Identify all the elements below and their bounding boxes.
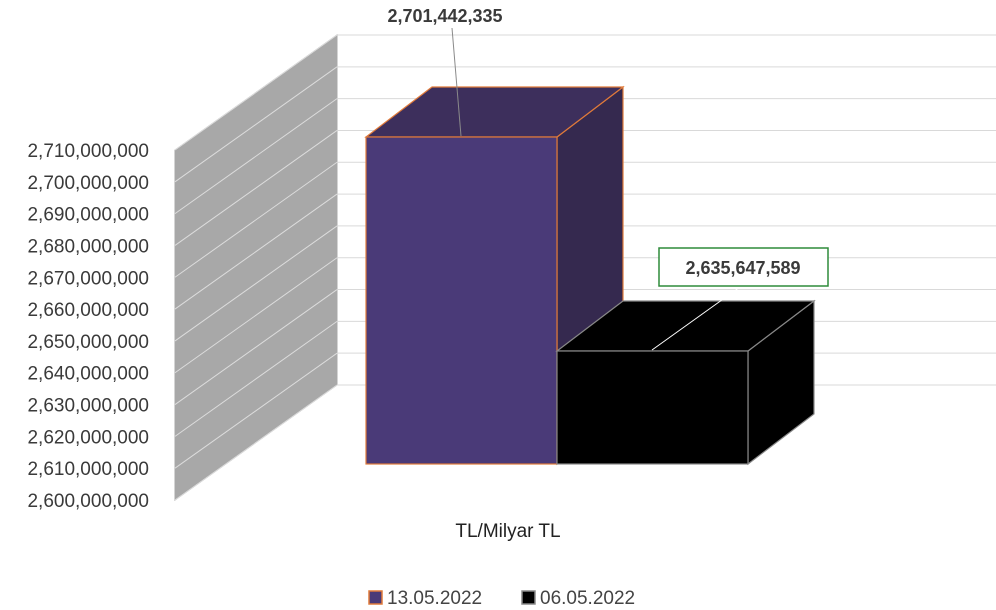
legend-label: 13.05.2022 [387,588,482,609]
legend-item-1: 13.05.2022 [368,588,482,609]
y-tick-label: 2,670,000,000 [27,268,149,289]
bar-front-face [556,350,749,465]
y-tick-label: 2,680,000,000 [27,236,149,257]
y-tick-label: 2,620,000,000 [27,427,149,448]
data-label-box [658,247,829,287]
x-axis-label: TL/Milyar TL [455,521,560,542]
y-tick-label: 2,690,000,000 [27,205,149,226]
bars [364,85,816,466]
y-tick-label: 2,650,000,000 [27,332,149,353]
leader-line [651,286,741,351]
y-tick-label: 2,640,000,000 [27,364,149,385]
data-labels: 2,701,442,335 2,635,647,589 [387,6,829,351]
leader-line [451,27,462,137]
wall-gridline [174,98,338,215]
y-tick-label: 2,610,000,000 [27,459,149,480]
wall-gridline [174,66,338,183]
side-wall [174,34,338,501]
wall-gridline [174,352,338,469]
y-tick-label: 2,630,000,000 [27,396,149,417]
legend-swatch [521,590,536,605]
wall-gridline [174,130,338,246]
wall-gridline [174,193,338,310]
legend-swatch [368,590,383,605]
data-label-series-2: 2,635,647,589 [685,258,800,278]
y-tick-label: 2,710,000,000 [27,141,149,162]
wall-gridline [174,289,338,405]
wall-gridline [174,257,338,374]
y-tick-label: 2,600,000,000 [27,491,149,512]
wall-gridline [174,161,338,278]
y-tick-label: 2,660,000,000 [27,300,149,321]
wall-gridline [174,384,338,501]
wall-gridline [174,320,338,437]
data-label-series-1: 2,701,442,335 [387,6,502,26]
wall-gridline [174,225,338,342]
y-axis-ticks: 2,600,000,000 2,610,000,000 2,620,000,000 2… [27,141,149,512]
bar-1 [364,85,625,466]
legend-item-2: 06.05.2022 [521,588,635,609]
legend: 13.05.2022 06.05.2022 [368,588,635,609]
legend-label: 06.05.2022 [540,588,635,609]
y-tick-label: 2,700,000,000 [27,173,149,194]
bar-front-face [365,136,558,465]
wall-gridline [174,34,338,151]
